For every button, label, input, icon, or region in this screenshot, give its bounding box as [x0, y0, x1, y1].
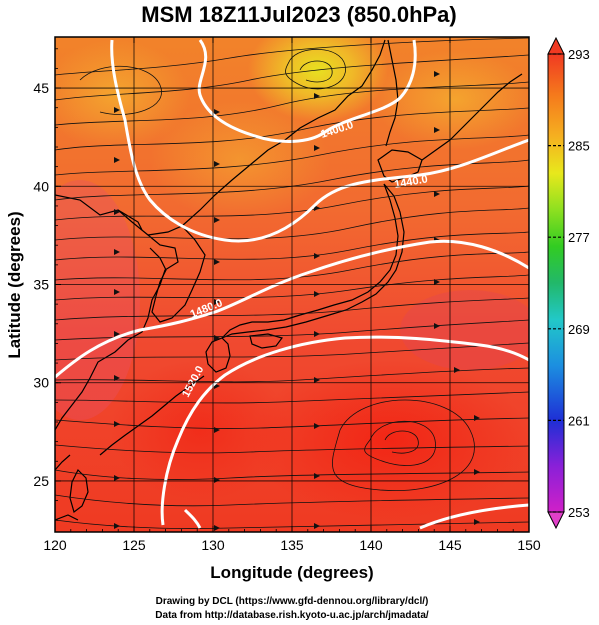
y-tick-label: 40 [33, 178, 49, 194]
x-tick-label: 130 [201, 537, 225, 553]
x-tick-label: 140 [359, 537, 383, 553]
x-tick-label: 150 [517, 537, 541, 553]
x-axis-ticks: 120 125 130 135 140 145 150 [43, 37, 541, 553]
colorbar-tick-label: 261 [568, 413, 590, 428]
x-tick-label: 145 [438, 537, 462, 553]
x-axis-label: Longitude (degrees) [210, 563, 373, 582]
colorbar-min-arrow [547, 511, 565, 530]
x-tick-label: 120 [43, 537, 67, 553]
wind-streamlines [55, 37, 529, 529]
colorbar-scale [547, 53, 565, 513]
temperature-field: 1400.0 1440.0 1480.0 1520.0 [55, 37, 529, 532]
colorbar-tick-label: 293 [568, 47, 590, 62]
x-tick-label: 125 [122, 537, 146, 553]
colorbar: 293 285 277 269 261 253 [547, 36, 590, 530]
graticule [55, 37, 529, 532]
y-tick-label: 30 [33, 375, 49, 391]
x-tick-label: 135 [280, 537, 304, 553]
credit-drawing: Drawing by DCL (https://www.gfd-dennou.o… [156, 596, 429, 607]
y-tick-label: 35 [33, 277, 49, 293]
colorbar-tick-label: 285 [568, 139, 590, 154]
y-axis-label: Latitude (degrees) [5, 211, 24, 358]
colorbar-tick-label: 253 [568, 505, 590, 520]
colorbar-max-arrow [547, 36, 565, 55]
colorbar-tick-label: 277 [568, 230, 590, 245]
y-tick-label: 25 [33, 473, 49, 489]
wind-arrows [114, 71, 480, 531]
y-axis-ticks: 25 30 35 40 45 [33, 48, 61, 521]
y-tick-label: 45 [33, 80, 49, 96]
credit-data: Data from http://database.rish.kyoto-u.a… [155, 610, 429, 621]
colorbar-tick-label: 269 [568, 322, 590, 337]
map-title: MSM 18Z11Jul2023 (850.0hPa) [141, 2, 457, 27]
